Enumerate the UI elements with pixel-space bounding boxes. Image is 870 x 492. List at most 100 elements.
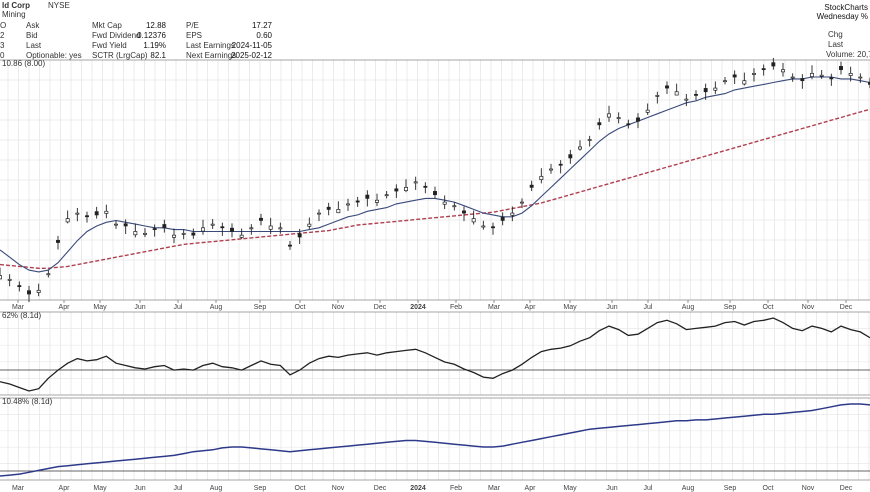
candle-body [355,200,360,203]
pe-value: 17.27 [251,21,272,30]
overlay-label: 10.86 (8.00) [2,59,45,68]
last-earnings-label: Last Earnings [186,41,235,50]
candle-body [462,210,466,214]
x-tick-label: May [93,304,107,311]
panel-borders [0,59,870,481]
candle-body [626,123,631,126]
candle-body [259,217,263,221]
x-tick-label: Apr [59,485,71,492]
x-tick-label: 2024 [410,304,426,311]
candle-body [742,80,747,85]
candle-body [191,232,196,236]
eps-value: 0.60 [256,31,272,40]
candle-body [761,68,766,71]
x-tick-label: Dec [840,304,853,311]
candle-body [220,226,225,229]
left-edge-value: O [0,21,7,30]
x-tick-label: Nov [332,304,345,311]
candle-body [172,234,176,238]
candle-body [471,218,476,223]
mkt-cap-label: Mkt Cap [92,21,122,30]
candle-body [568,154,573,159]
x-tick-label: Sep [724,304,737,311]
x-tick-label: Apr [525,485,537,492]
last-label: Last [26,41,42,50]
candle-body [123,223,128,227]
candle-body [829,77,834,80]
ma-long-line [0,108,870,269]
x-tick-label: Oct [763,485,774,492]
indicator-1-line [0,317,870,392]
last-label-right: Last [828,40,844,49]
x-tick-label: Feb [450,485,462,492]
x-tick-label: Jun [606,485,617,492]
x-tick-label: Oct [295,485,306,492]
x-tick-label: Mar [488,485,501,492]
x-tick-label: Aug [682,485,695,492]
x-tick-label: Jul [644,485,653,492]
candle-body [75,212,80,215]
candle-body [268,225,273,230]
candle-body [326,206,331,210]
candle-body [732,74,737,78]
candle-body [684,98,689,101]
x-tick-label: Oct [763,304,774,311]
sctr-label: SCTR (LrgCap) [92,51,148,60]
candle-body [239,234,244,238]
last-earnings-value: 2024-11-05 [231,41,272,50]
optionable-label: Optionable: yes [26,51,82,60]
candle-body [249,227,254,230]
ask-label: Ask [26,21,40,30]
candle-body [230,227,234,232]
x-tick-label: Nov [802,485,815,492]
candle-body [404,187,408,192]
x-tick-label: Jul [174,485,183,492]
candle-body [713,87,718,91]
x-tick-label: Mar [12,485,25,492]
candle-body [694,93,698,96]
x-tick-label: Aug [210,485,223,492]
brand-label: StockCharts [824,3,868,12]
candle-body [36,289,41,293]
candle-body [365,194,370,199]
x-tick-label: Aug [210,304,223,311]
candle-body [665,85,669,89]
indicator-1-label: 62% (8.1d) [2,311,41,320]
candle-body [578,146,582,150]
x-tick-label: Jul [644,304,653,311]
x-tick-label: Apr [525,304,537,311]
candle-body [433,191,437,196]
candle-body [703,88,708,93]
ticker-title: ld Corp [2,1,30,10]
indicator-panel-1 [0,317,870,392]
fwd-dividend-label: Fwd Dividend [92,31,141,40]
candle-body [114,223,118,226]
eps-label: EPS [186,31,203,40]
candle-body [297,233,302,238]
x-tick-label: Apr [59,304,71,311]
candle-body [307,223,312,227]
candle-body [65,218,70,223]
candle-body [27,290,31,295]
candle-body [94,211,99,216]
bid-label: Bid [26,31,38,40]
left-edge-value: 2 [0,31,5,40]
x-tick-label: Jun [606,304,617,311]
candle-body [529,184,534,188]
chart-header: ld Corp NYSE Mining O 2 3 0 Ask Bid Last… [0,0,870,62]
candle-body [162,224,167,229]
mkt-cap-value: 12.88 [145,21,166,30]
x-tick-label: May [563,304,577,311]
candle-body [413,181,418,184]
candle-body [819,74,824,77]
x-tick-label: Sep [254,485,267,492]
x-tick-label: Jun [134,485,145,492]
candle-body [375,199,379,203]
candle-body [510,212,515,216]
candle-body [152,228,157,230]
candle-body [210,223,215,226]
fwd-yield-label: Fwd Yield [92,41,127,50]
x-tick-label: Nov [332,485,345,492]
grid [0,60,870,480]
candle-body [645,109,650,113]
